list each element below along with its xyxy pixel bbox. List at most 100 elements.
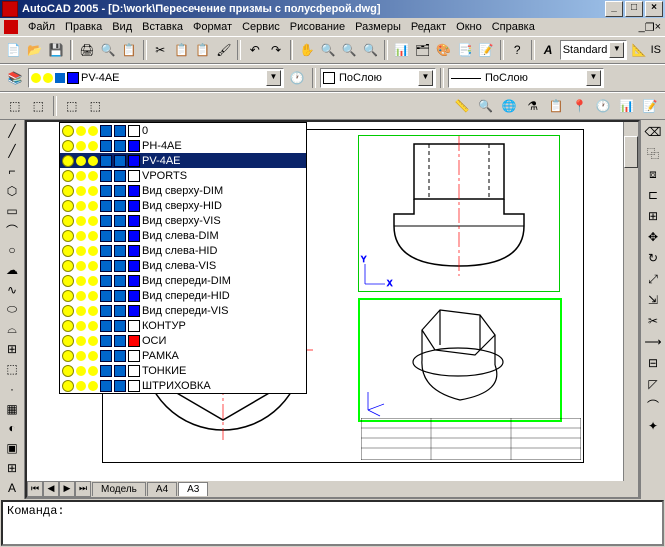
layer-row[interactable]: Вид спереди-DIM — [60, 273, 306, 288]
cut-icon[interactable]: ✂ — [151, 39, 170, 61]
menu-window[interactable]: Окно — [456, 21, 482, 33]
region2-icon[interactable]: ▣ — [1, 439, 23, 458]
zoom-win-icon[interactable]: 🔍 — [340, 39, 359, 61]
menu-modify[interactable]: Редакт — [411, 21, 446, 33]
re4-icon[interactable]: ⬚ — [85, 95, 107, 117]
save-icon[interactable]: 💾 — [46, 39, 65, 61]
ellarc-icon[interactable]: ⌓ — [1, 320, 23, 339]
doc-restore-button[interactable]: ❐ — [645, 21, 655, 34]
rect-icon[interactable]: ▭ — [1, 201, 23, 220]
circle-icon[interactable]: ○ — [1, 241, 23, 260]
new-icon[interactable]: 📄 — [4, 39, 23, 61]
hatch-icon[interactable]: ▦ — [1, 399, 23, 418]
layer-row[interactable]: VPORTS — [60, 168, 306, 183]
copy-icon[interactable]: 📋 — [172, 39, 191, 61]
id-icon[interactable]: 📍 — [569, 95, 591, 117]
menu-format[interactable]: Формат — [193, 21, 232, 33]
layer-row[interactable]: PV-4AE — [60, 153, 306, 168]
layer-dropdown[interactable]: 0PH-4AEPV-4AEVPORTSВид сверху-DIMВид све… — [59, 122, 307, 394]
grad-icon[interactable]: ◐ — [1, 419, 23, 438]
re1-icon[interactable]: ⬚ — [4, 95, 26, 117]
region-icon[interactable]: 🌐 — [498, 95, 520, 117]
paste-icon[interactable]: 📋 — [193, 39, 212, 61]
copy2-icon[interactable]: ⿻ — [642, 143, 664, 163]
menu-service[interactable]: Сервис — [242, 21, 280, 33]
layer-combo[interactable]: PV-4AE ▼ — [28, 68, 284, 88]
menu-dim[interactable]: Размеры — [355, 21, 401, 33]
app-menu-icon[interactable] — [4, 20, 18, 34]
spline-icon[interactable]: ∿ — [1, 280, 23, 299]
menu-file[interactable]: Файл — [28, 21, 55, 33]
scrollbar-vertical[interactable] — [623, 122, 638, 481]
tab-first-icon[interactable]: ⏮ — [27, 481, 43, 497]
rotate-icon[interactable]: ↻ — [642, 248, 664, 268]
ssm-icon[interactable]: 📑 — [455, 39, 474, 61]
layer-row[interactable]: Вид сверху-DIM — [60, 183, 306, 198]
zoom-prev-icon[interactable]: 🔍 — [361, 39, 380, 61]
revcloud-icon[interactable]: ☁ — [1, 261, 23, 280]
line-icon[interactable]: ╱ — [1, 122, 23, 141]
redo-icon[interactable]: ↷ — [266, 39, 285, 61]
tab-a3[interactable]: А3 — [178, 482, 208, 496]
publish-icon[interactable]: 📋 — [120, 39, 139, 61]
move-icon[interactable]: ✥ — [642, 227, 664, 247]
erase-icon[interactable]: ⌫ — [642, 122, 664, 142]
ellipse-icon[interactable]: ⬭ — [1, 300, 23, 319]
menu-edit[interactable]: Правка — [65, 21, 102, 33]
xline-icon[interactable]: ╱ — [1, 142, 23, 161]
layer-row[interactable]: Вид слева-DIM — [60, 228, 306, 243]
maximize-button[interactable]: □ — [625, 1, 643, 17]
layer-row[interactable]: Вид спереди-HID — [60, 288, 306, 303]
menu-help[interactable]: Справка — [492, 21, 535, 33]
markup-icon[interactable]: 📝 — [477, 39, 496, 61]
extend-icon[interactable]: ⟶ — [642, 332, 664, 352]
layer-row[interactable]: КОНТУР — [60, 318, 306, 333]
textstyle-icon[interactable]: A — [539, 39, 558, 61]
menu-draw[interactable]: Рисование — [290, 21, 345, 33]
layer-row[interactable]: Вид сверху-VIS — [60, 213, 306, 228]
array-icon[interactable]: ⊞ — [642, 206, 664, 226]
pan-icon[interactable]: ✋ — [297, 39, 316, 61]
layer-row[interactable]: РАМКА — [60, 348, 306, 363]
layer-row[interactable]: Вид слева-HID — [60, 243, 306, 258]
trim-icon[interactable]: ✂ — [642, 311, 664, 331]
match-icon[interactable]: 🖌 — [214, 39, 233, 61]
tab-next-icon[interactable]: ▶ — [59, 481, 75, 497]
table-icon[interactable]: ⊞ — [1, 459, 23, 478]
menu-insert[interactable]: Вставка — [142, 21, 183, 33]
status-icon[interactable]: 📊 — [616, 95, 638, 117]
mtext-icon[interactable]: A — [1, 478, 23, 497]
tab-prev-icon[interactable]: ◀ — [43, 481, 59, 497]
prop-icon[interactable]: 📊 — [392, 39, 411, 61]
chamfer-icon[interactable]: ◸ — [642, 374, 664, 394]
layer-row[interactable]: Вид сверху-HID — [60, 198, 306, 213]
offset-icon[interactable]: ⊏ — [642, 185, 664, 205]
point-icon[interactable]: · — [1, 379, 23, 398]
layer-row[interactable]: 0 — [60, 123, 306, 138]
layer-row[interactable]: ШТРИХОВКА — [60, 378, 306, 393]
explode-icon[interactable]: ✦ — [642, 416, 664, 436]
time-icon[interactable]: 🕐 — [593, 95, 615, 117]
dc-icon[interactable]: 🗂 — [413, 39, 432, 61]
ltype-combo[interactable]: ПоСлою▼ — [448, 68, 604, 88]
minimize-button[interactable]: _ — [605, 1, 623, 17]
break-icon[interactable]: ⊟ — [642, 353, 664, 373]
re3-icon[interactable]: ⬚ — [61, 95, 83, 117]
re2-icon[interactable]: ⬚ — [28, 95, 50, 117]
fillet-icon[interactable]: ⌒ — [642, 395, 664, 415]
layer-row[interactable]: PH-4AE — [60, 138, 306, 153]
tp-icon[interactable]: 🎨 — [434, 39, 453, 61]
menu-view[interactable]: Вид — [112, 21, 132, 33]
pline-icon[interactable]: ⌐ — [1, 162, 23, 181]
tab-a4[interactable]: А4 — [147, 482, 177, 496]
polygon-icon[interactable]: ⬡ — [1, 181, 23, 200]
list-icon[interactable]: 📋 — [546, 95, 568, 117]
dimstyle-icon[interactable]: 📐 — [629, 39, 648, 61]
zoom-rt-icon[interactable]: 🔍 — [319, 39, 338, 61]
help-icon[interactable]: ? — [508, 39, 527, 61]
layer-row[interactable]: ОСИ — [60, 333, 306, 348]
mass-icon[interactable]: ⚗ — [522, 95, 544, 117]
command-line[interactable]: Команда: — [1, 500, 664, 546]
undo-icon[interactable]: ↶ — [245, 39, 264, 61]
layers-icon[interactable]: 📚 — [4, 67, 26, 89]
